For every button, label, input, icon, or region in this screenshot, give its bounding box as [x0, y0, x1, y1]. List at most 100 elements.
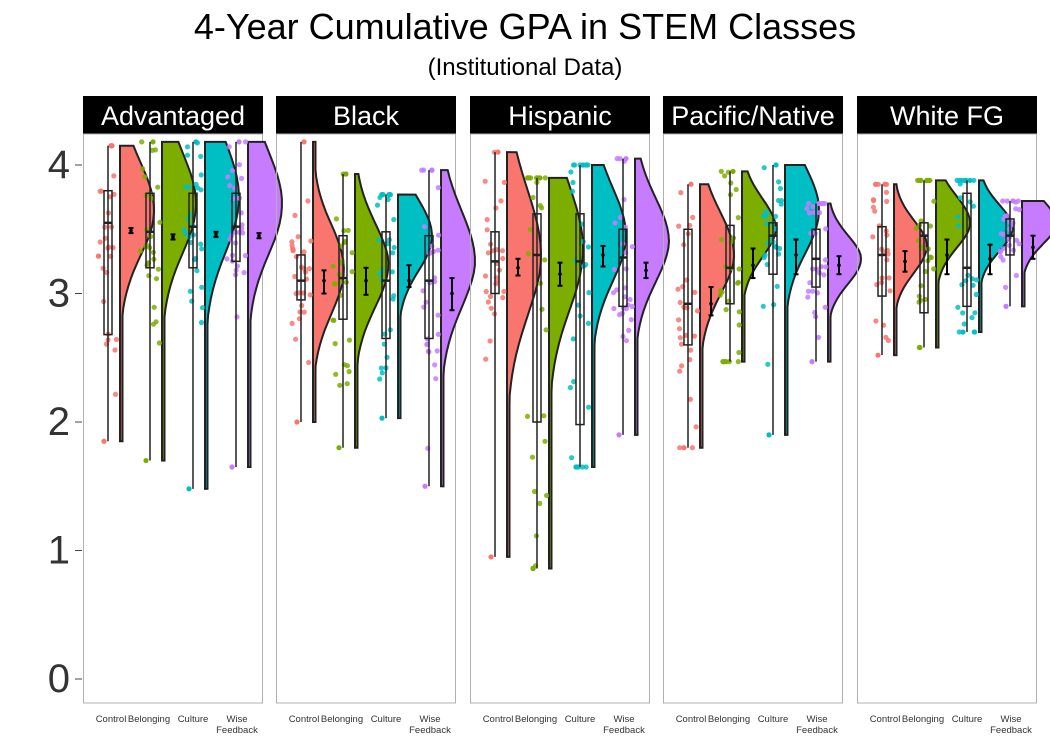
box: [490, 231, 500, 295]
rain-point: [482, 273, 489, 279]
chart-title: 4-Year Cumulative GPA in STEM Classes: [193, 6, 857, 47]
rain-point: [308, 238, 314, 244]
panel-hispanic: Hispanic Control Belonging Culture Wise Feedb…: [470, 96, 671, 736]
rain-point: [611, 266, 618, 273]
rain-point: [391, 216, 397, 223]
x-tick-label: Wise Feedback: [796, 714, 838, 736]
box: [103, 189, 113, 336]
mean-point: [709, 301, 713, 306]
rain-point: [530, 194, 536, 201]
rain-point: [585, 162, 591, 168]
group-control: [95, 143, 156, 444]
y-tick-label: 0: [48, 657, 70, 701]
rain-point: [243, 139, 249, 145]
panel-black: Black Control Belonging Culture Wise Feedback: [276, 96, 476, 736]
rain-point: [1000, 198, 1006, 204]
rain-point: [422, 483, 428, 489]
box: [424, 234, 434, 340]
rain-point: [187, 288, 193, 294]
rain-point: [527, 226, 534, 233]
density-cloud: [741, 170, 778, 363]
rain-point: [97, 239, 103, 245]
rain-point: [293, 336, 299, 342]
rain-point: [157, 219, 163, 225]
rain-point: [568, 169, 574, 175]
rain-point: [571, 379, 577, 385]
rain-point: [573, 464, 579, 470]
rain-point: [617, 214, 624, 221]
rain-point: [677, 445, 683, 451]
box: [188, 192, 198, 269]
rain-point: [956, 329, 962, 335]
rain-point: [330, 263, 336, 269]
group-wise-feedback: [610, 155, 671, 438]
rain-point: [777, 245, 783, 252]
rain-point: [823, 226, 829, 232]
rain-point: [100, 265, 106, 271]
rain-point: [969, 315, 975, 321]
rain-point: [374, 202, 381, 208]
rain-point: [694, 308, 701, 314]
rain-point: [870, 204, 877, 210]
rain-point: [289, 239, 295, 245]
rain-point: [236, 162, 242, 168]
rain-point: [580, 239, 586, 245]
mean-point: [171, 235, 175, 239]
rain-point: [386, 191, 392, 198]
density-cloud: [1021, 199, 1050, 308]
rain-point: [95, 253, 101, 259]
rain-point: [333, 216, 339, 222]
rain-point: [623, 155, 629, 162]
rain-point: [583, 464, 589, 470]
rain-point: [884, 198, 890, 204]
panel-header: [857, 96, 1037, 134]
panel-advantaged: Advantaged Control Belonging Culture Wise Fee…: [83, 96, 283, 736]
group-control: [870, 181, 928, 358]
rain-point: [882, 181, 888, 187]
mean-point: [214, 232, 218, 237]
chart-subtitle: (Institutional Data): [427, 54, 623, 81]
mean-point: [903, 259, 907, 264]
mean-point: [751, 263, 755, 268]
rain-point: [816, 200, 822, 207]
mean-point: [601, 253, 605, 257]
rain-point: [532, 488, 538, 495]
rain-point: [542, 257, 548, 263]
rain-point: [142, 174, 148, 180]
rain-point: [678, 190, 684, 196]
rain-point: [629, 303, 635, 310]
rain-point: [688, 181, 694, 187]
rain-point: [435, 185, 441, 191]
rain-point: [336, 445, 342, 451]
rain-point: [960, 310, 966, 316]
rain-point: [241, 270, 247, 276]
rain-point: [806, 210, 813, 216]
rain-point: [823, 264, 829, 270]
rain-point: [112, 347, 118, 353]
group-culture: [181, 139, 240, 492]
rain-point: [722, 173, 728, 179]
rain-point: [484, 217, 490, 223]
panel-title: Advantaged: [101, 101, 245, 131]
rain-point: [736, 266, 742, 272]
rain-point: [623, 338, 630, 344]
rain-point: [765, 240, 771, 246]
rain-point: [435, 331, 441, 337]
rain-point: [376, 237, 382, 243]
rain-point: [186, 486, 192, 492]
rain-point: [585, 244, 592, 250]
rain-point: [728, 180, 734, 186]
box: [145, 192, 155, 269]
rain-point: [529, 454, 536, 460]
rain-point: [349, 250, 355, 256]
group-wise-feedback: [224, 139, 283, 470]
rain-point: [501, 179, 507, 185]
rain-point: [918, 177, 924, 183]
panel-header: [83, 96, 263, 134]
rain-point: [816, 334, 822, 340]
mean-point: [322, 278, 326, 283]
rain-point: [773, 213, 779, 219]
rain-point: [676, 326, 683, 332]
rain-point: [485, 250, 491, 256]
rain-point: [884, 232, 890, 238]
